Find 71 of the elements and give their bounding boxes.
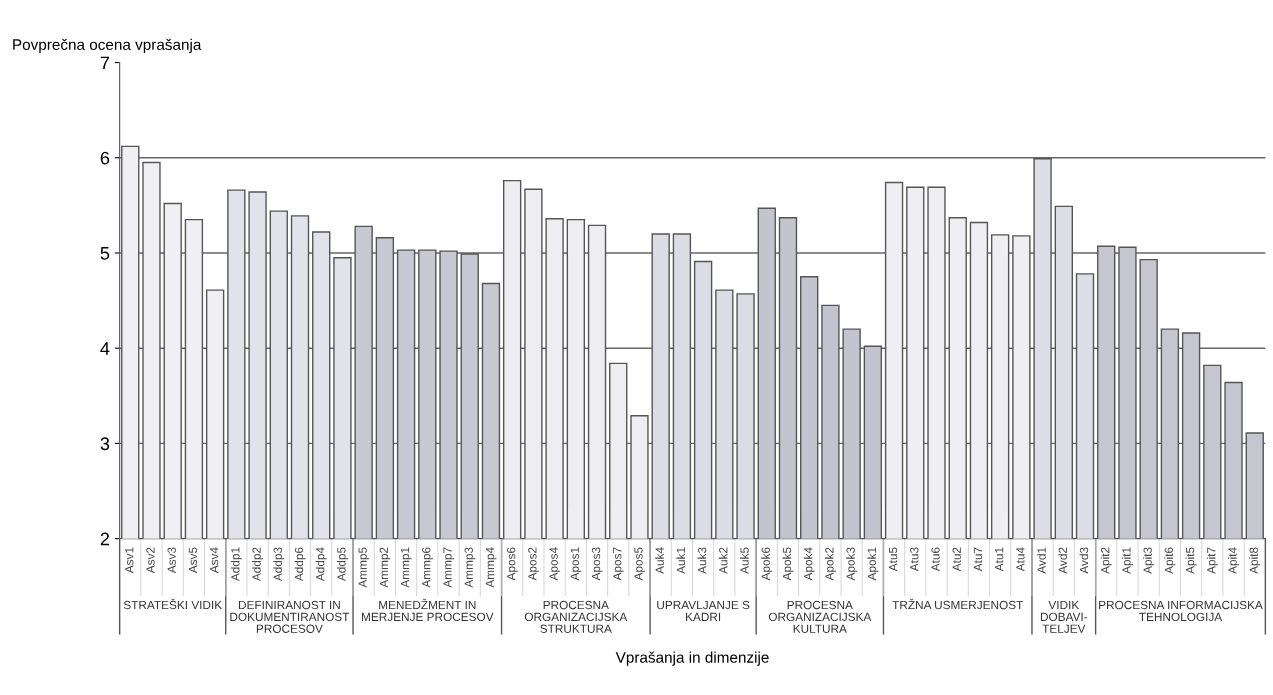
x-tick-label: Apos2 [528,547,539,581]
x-tick-label: Ammp7 [443,547,455,588]
y-tick-label: 6 [100,151,110,165]
x-tick-label: Apit5 [1185,547,1197,574]
text: MENEDŽMENT IN MERJENJE PROCESOV [362,598,494,622]
x-tick-label: Ammp2 [379,547,391,588]
x-tick-label: Asv3 [167,547,176,574]
x-tick-label: Apit2 [1100,547,1112,574]
y-tick-label: 2 [100,532,110,546]
x-tick-label: Apok1 [867,547,879,581]
y-axis-title: Povprečna ocena vprašanja [13,38,202,54]
x-tick-label: Apit3 [1143,547,1155,574]
x-tick-label: Ammp3 [464,547,476,588]
x-tick-label: Ammp5 [358,547,370,588]
x-tick-label: Apos6 [506,547,518,581]
x-tick-label: Auk3 [697,547,707,574]
text: DEFINIRANOST IN DOKUMENTIRANOST PROCESOV [230,600,350,633]
x-tick-label: Auk4 [655,547,664,574]
x-tick-label: Apok5 [782,547,794,581]
x-tick-label: Auk2 [718,547,728,574]
text: TRŽNA USMERJENOST [892,598,1024,610]
x-tick-label: Apos7 [613,547,624,581]
x-tick-label: Avd3 [1079,547,1089,574]
x-tick-label: Avd1 [1037,547,1046,574]
x-axis-title: Vprašanja in dimenzije [615,651,769,666]
x-tick-label: Addp2 [252,547,264,582]
x-tick-label: Addp4 [315,547,327,582]
x-tick-label: Asv2 [146,547,155,574]
x-tick-label: Apit1 [1121,547,1133,574]
x-tick-label: Apos1 [570,547,582,581]
x-tick-label: Apos3 [591,547,603,581]
x-tick-label: Addp6 [294,547,306,582]
x-tick-label: Ammp4 [485,547,497,588]
x-tick-label: Atu1 [995,547,1004,572]
x-tick-label: Apos4 [549,547,561,581]
x-tick-label: Apit7 [1206,547,1218,574]
x-tick-label: Atu7 [973,547,983,572]
x-tick-label: Apok2 [824,547,836,581]
x-tick-label: Auk1 [676,547,686,574]
x-tick-label: Addp1 [230,547,242,582]
text: VIDIK DOBAVI- TELJEV [1040,600,1088,633]
x-tick-label: Asv4 [210,547,219,574]
x-tick-label: Apok3 [846,547,858,581]
x-tick-label: Apit6 [1164,547,1176,574]
y-tick-label: 4 [100,342,110,355]
x-tick-label: Apit4 [1228,547,1240,574]
x-tick-label: Atu3 [910,547,919,572]
x-tick-label: Ammp1 [401,547,412,588]
text: UPRAVLJANJE S KADRI [657,600,750,621]
y-tick-label: 5 [100,247,110,260]
y-tick-label: 7 [100,56,110,70]
x-tick-label: Atu5 [889,547,898,572]
x-tick-label: Atu2 [952,547,961,572]
x-tick-label: Apok4 [803,547,815,581]
x-tick-label: Atu6 [931,547,940,572]
x-tick-label: Apok6 [761,547,773,581]
text: STRATEŠKI VIDIK [123,598,222,610]
x-tick-label: Asv5 [188,547,198,574]
x-tick-label: Auk5 [740,547,749,574]
text: PROCESNA INFORMACIJSKA TEHNOLOGIJA [1099,600,1263,622]
text: PROCESNA ORGANIZACIJSKA STRUKTURA [524,600,628,633]
x-tick-label: Addp3 [273,547,285,582]
x-tick-label: Asv1 [125,547,134,574]
x-tick-label: Avd2 [1058,547,1067,574]
y-tick-label: 3 [100,437,110,451]
x-tick-label: Apos5 [634,547,645,581]
x-tick-label: Atu4 [1016,547,1025,572]
x-tick-label: Addp5 [336,547,348,582]
x-tick-label: Apit8 [1249,547,1261,574]
text: PROCESNA ORGANIZACIJSKA KULTURA [768,600,872,633]
x-tick-label: Ammp6 [422,547,433,588]
